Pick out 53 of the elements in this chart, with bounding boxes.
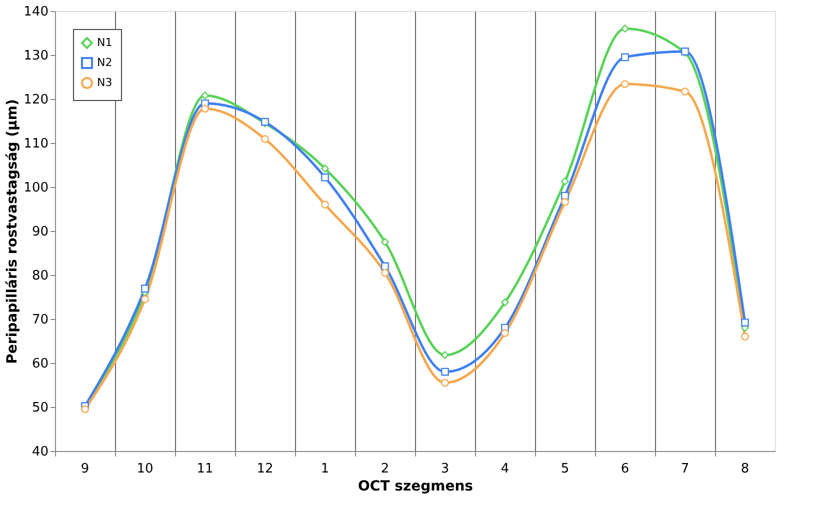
point — [561, 198, 569, 206]
x-tick-label: 7 — [680, 462, 690, 476]
x-tick-label: 5 — [560, 462, 570, 476]
x-tick-label: 11 — [196, 462, 214, 476]
y-tick-label: 140 — [24, 4, 48, 20]
y-tick-label: 100 — [24, 180, 48, 196]
y-axis-title: Peripapilláris rostvastagság (µm) — [4, 99, 21, 364]
point — [381, 262, 389, 270]
y-tick-label: 110 — [24, 136, 48, 152]
point — [201, 104, 209, 113]
point — [381, 268, 389, 277]
x-tick-label: 3 — [440, 462, 450, 476]
y-tick-label: 50 — [32, 400, 48, 416]
point — [201, 92, 209, 100]
point — [441, 378, 449, 387]
point — [321, 173, 329, 182]
point — [141, 295, 149, 304]
x-tick-label: 8 — [740, 462, 750, 476]
point — [501, 298, 509, 306]
point — [441, 368, 449, 376]
point — [681, 88, 689, 96]
y-tick-label: 60 — [32, 356, 48, 372]
legend-label: N2 — [97, 56, 112, 69]
point — [141, 284, 149, 293]
y-tick-label: 90 — [32, 224, 48, 240]
point — [261, 135, 269, 143]
x-tick-label: 6 — [620, 462, 630, 476]
legend-label: N3 — [97, 76, 112, 89]
point — [81, 405, 89, 414]
point — [441, 351, 449, 360]
y-tick-label: 40 — [32, 444, 48, 460]
y-tick-label: 80 — [32, 268, 48, 284]
x-axis-title: OCT szegmens — [358, 478, 473, 494]
y-tick-label: 130 — [24, 48, 48, 64]
point — [321, 164, 329, 172]
y-tick-label: 70 — [32, 312, 48, 328]
x-tick-label: 4 — [500, 462, 510, 476]
point — [741, 332, 749, 341]
point — [741, 318, 749, 326]
point — [561, 177, 569, 186]
legend-label: N1 — [97, 36, 112, 49]
x-tick-label: 10 — [136, 462, 154, 476]
x-tick-label: 9 — [80, 462, 90, 476]
point — [501, 329, 509, 338]
point — [621, 80, 629, 88]
x-tick-label: 2 — [380, 462, 390, 476]
point — [621, 24, 629, 33]
x-tick-label: 12 — [256, 462, 274, 476]
point — [381, 238, 389, 246]
point — [321, 200, 329, 209]
point — [621, 53, 629, 62]
x-tick-label: 1 — [320, 462, 330, 476]
y-tick-label: 120 — [24, 92, 48, 108]
